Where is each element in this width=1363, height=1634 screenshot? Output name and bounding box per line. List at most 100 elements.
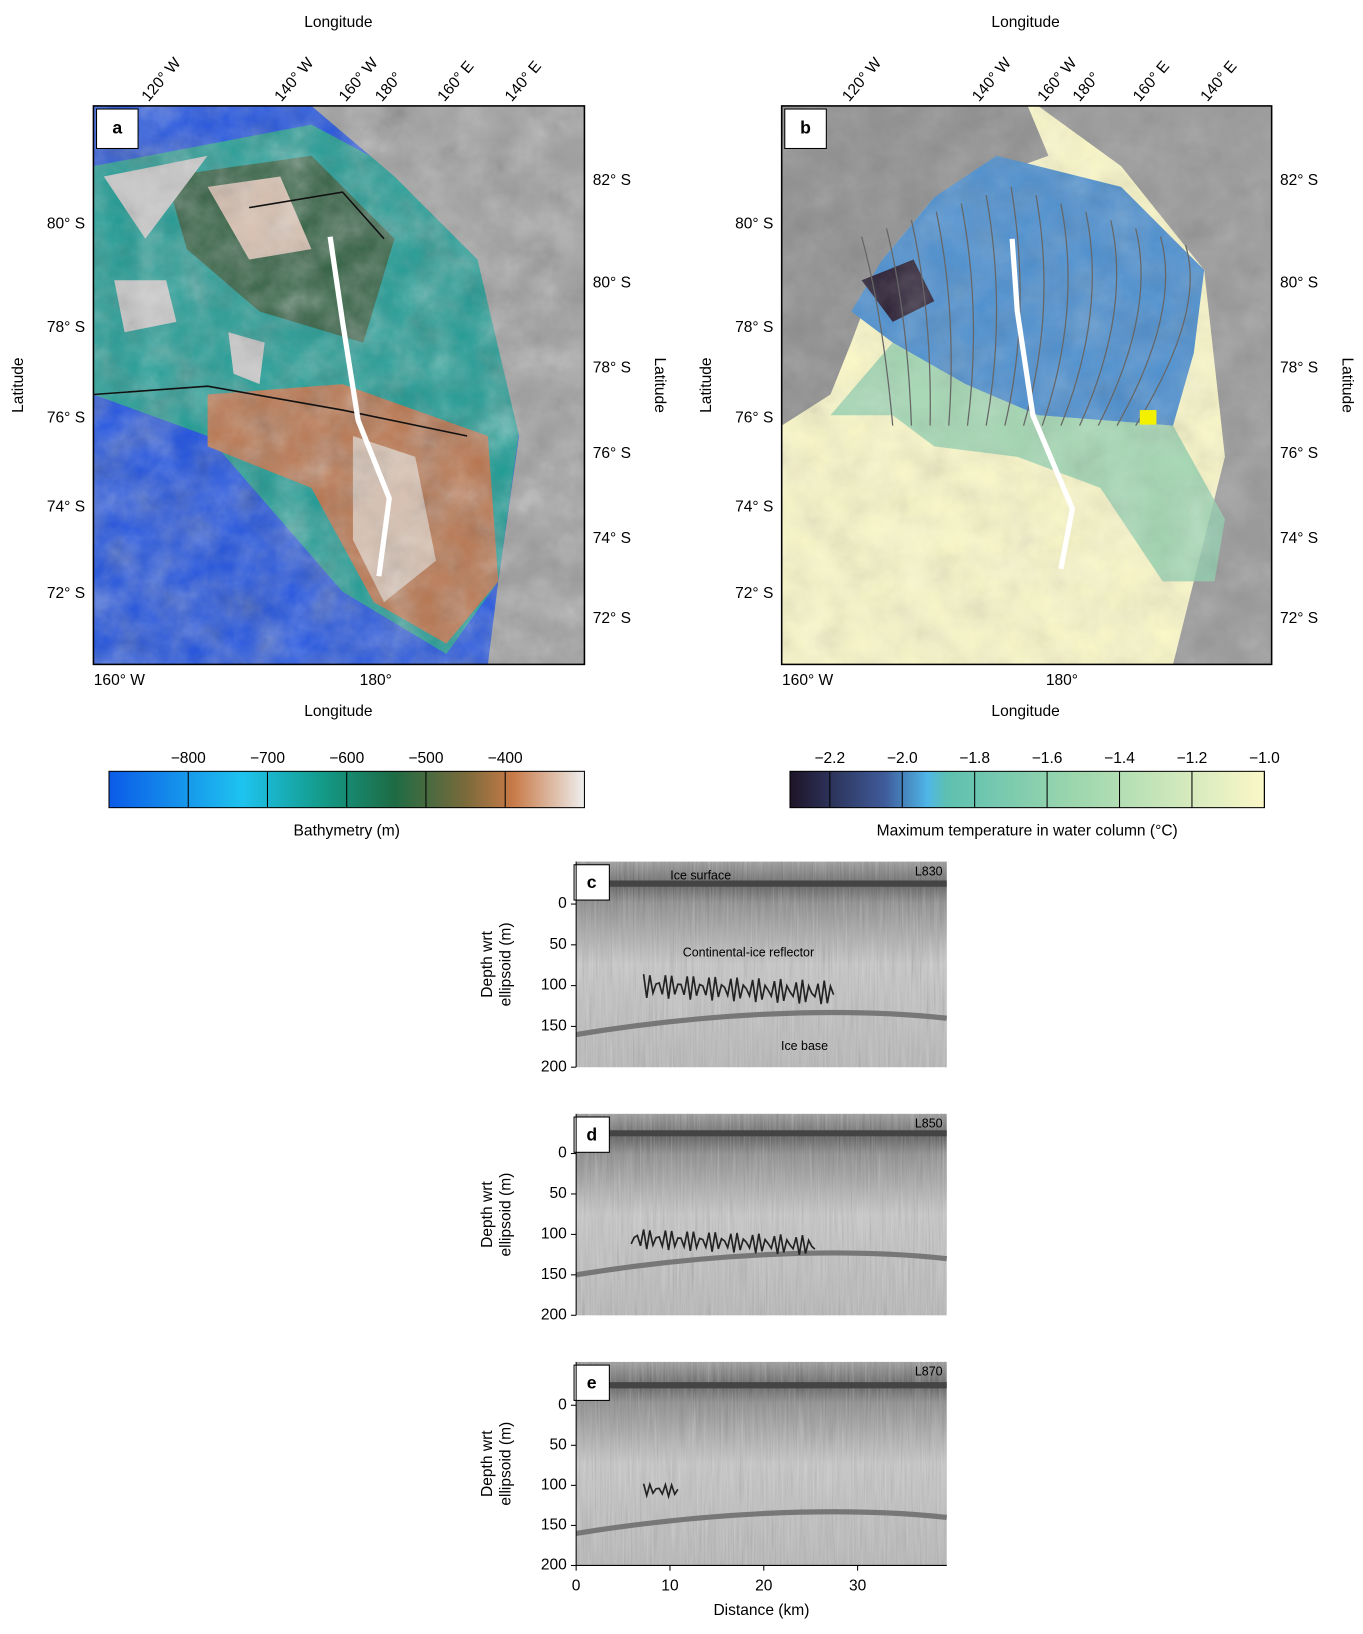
radargram-texture <box>576 862 947 1068</box>
tick-label: 80° S <box>735 215 773 232</box>
tick-label: 180° <box>1046 672 1078 689</box>
panel-label: a <box>112 117 122 137</box>
y-tick-label: 0 <box>558 1396 567 1413</box>
map-b <box>782 106 1272 664</box>
y-tick-label: 50 <box>549 1436 567 1453</box>
axis-label: Longitude <box>991 703 1059 720</box>
axis-label: Latitude <box>698 357 715 412</box>
tick-label: 78° S <box>735 319 773 336</box>
axis-label: Longitude <box>304 14 372 31</box>
tick-label: 160° E <box>1130 58 1173 105</box>
tick-label: 180° <box>372 69 406 105</box>
tick-label: 140° E <box>1197 58 1240 105</box>
tick-label: 180° <box>1070 69 1104 105</box>
tick-label: 80° S <box>47 215 85 232</box>
tick-label: 76° S <box>593 445 631 462</box>
tick-label: 140° E <box>502 58 545 105</box>
tick-label: 76° S <box>1280 445 1318 462</box>
tick-label: 120° W <box>839 55 885 105</box>
tick-label: 78° S <box>593 360 631 377</box>
colorbar-tick-label: −1.2 <box>1177 750 1208 767</box>
tick-label: 74° S <box>1280 530 1318 547</box>
axis-label: Longitude <box>304 703 372 720</box>
y-tick-label: 200 <box>541 1058 567 1075</box>
tick-label: 72° S <box>47 585 85 602</box>
tick-label: 120° W <box>139 55 185 105</box>
colorbar-tick-label: −1.0 <box>1249 750 1280 767</box>
radargram-texture <box>576 1114 947 1315</box>
tick-label: 76° S <box>735 409 773 426</box>
tick-label: 74° S <box>735 499 773 516</box>
panel-label: c <box>587 872 597 892</box>
tick-label: 82° S <box>1280 172 1318 189</box>
tick-label: 160° W <box>94 672 146 689</box>
tick-label: 76° S <box>47 409 85 426</box>
colorbar-title: Maximum temperature in water column (°C) <box>877 823 1178 840</box>
y-tick-label: 0 <box>558 895 567 912</box>
y-tick-label: 0 <box>558 1145 567 1162</box>
axis-label: Latitude <box>651 357 668 412</box>
tick-label: 180° <box>360 672 392 689</box>
tick-label: 78° S <box>47 319 85 336</box>
tick-label: 160° W <box>782 672 834 689</box>
x-axis-label: Distance (km) <box>713 1602 809 1619</box>
axis-label: Longitude <box>991 14 1059 31</box>
y-tick-label: 100 <box>541 977 567 994</box>
line-label: L830 <box>915 864 943 878</box>
colorbar-tick-label: −800 <box>171 750 206 767</box>
y-axis-label: Depth wrt <box>479 1430 496 1497</box>
y-axis-label: Depth wrt <box>479 930 496 997</box>
figure: a Longitude Longitude Latitude Latitude 120° … <box>0 0 1363 1634</box>
y-tick-label: 50 <box>549 1185 567 1202</box>
tick-label: 82° S <box>593 172 631 189</box>
colorbar-tick-label: −700 <box>250 750 285 767</box>
colorbar-tick-label: −600 <box>329 750 364 767</box>
x-tick-label: 30 <box>849 1577 867 1594</box>
tick-label: 72° S <box>593 610 631 627</box>
y-tick-label: 200 <box>541 1557 567 1574</box>
y-axis-label: ellipsoid (m) <box>498 922 515 1006</box>
annotation: Ice base <box>781 1039 828 1053</box>
colorbar-tick-label: −400 <box>488 750 523 767</box>
colorbar-tick-label: −2.2 <box>814 750 845 767</box>
line-label: L870 <box>915 1365 943 1379</box>
colorbar-tick-label: −1.6 <box>1032 750 1063 767</box>
panel-label: b <box>800 117 811 137</box>
map-a <box>93 106 584 664</box>
colorbar-tick-label: −2.0 <box>887 750 918 767</box>
tick-label: 72° S <box>735 585 773 602</box>
y-tick-label: 100 <box>541 1476 567 1493</box>
panel-label: e <box>587 1372 597 1392</box>
y-axis-label: Depth wrt <box>479 1181 496 1248</box>
tick-label: 140° W <box>969 55 1015 105</box>
y-tick-label: 50 <box>549 936 567 953</box>
colorbar-tick-label: −500 <box>408 750 443 767</box>
y-tick-label: 150 <box>541 1517 567 1534</box>
annotation: Ice surface <box>670 868 731 882</box>
x-tick-label: 10 <box>661 1577 679 1594</box>
y-axis-label: ellipsoid (m) <box>498 1422 515 1506</box>
tick-label: 72° S <box>1280 610 1318 627</box>
tick-label: 80° S <box>593 275 631 292</box>
tick-label: 160° E <box>434 58 477 105</box>
tick-label: 140° W <box>271 55 317 105</box>
colorbar-tick-label: −1.8 <box>959 750 990 767</box>
x-tick-label: 20 <box>755 1577 773 1594</box>
colorbar-tick-label: −1.4 <box>1104 750 1135 767</box>
y-tick-label: 100 <box>541 1226 567 1243</box>
y-tick-label: 150 <box>541 1266 567 1283</box>
annotation: Continental-ice reflector <box>683 945 814 959</box>
axis-label: Latitude <box>1338 357 1355 412</box>
y-tick-label: 200 <box>541 1306 567 1323</box>
line-label: L850 <box>915 1117 943 1131</box>
tick-label: 74° S <box>47 499 85 516</box>
x-tick-label: 0 <box>572 1577 581 1594</box>
axis-label: Latitude <box>10 357 27 412</box>
panel-label: d <box>586 1124 597 1144</box>
y-tick-label: 150 <box>541 1018 567 1035</box>
radargram-texture <box>576 1362 947 1565</box>
tick-label: 74° S <box>593 530 631 547</box>
colorbar-title: Bathymetry (m) <box>294 823 400 840</box>
y-axis-label: ellipsoid (m) <box>498 1173 515 1257</box>
colorbar <box>790 771 1264 807</box>
